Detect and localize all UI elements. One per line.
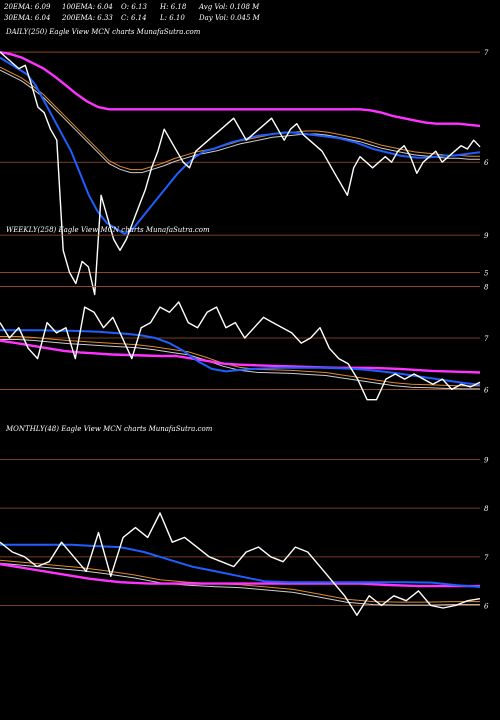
- stat-30ema: 30EMA: 6.04: [4, 14, 51, 22]
- monthly-chart-title: MONTHLY(48) Eagle View MCN charts Munafa…: [6, 425, 213, 433]
- daily-ema-mid-line-1: [0, 69, 480, 174]
- stat-100ema: 100EMA: 6.04: [62, 3, 113, 11]
- daily-y-tick-label-2: 5: [484, 269, 489, 277]
- daily-ema-slow-line: [0, 50, 481, 128]
- stat-day-vol: Day Vol: 0.045 M: [199, 14, 260, 22]
- weekly-y-tick-label-1: 8: [484, 284, 489, 292]
- monthly-ema-slow-line: [0, 562, 480, 588]
- weekly-y-tick-label-0: 9: [484, 232, 489, 240]
- stat-20ema: 20EMA: 6.09: [4, 3, 51, 11]
- stat-close: C: 6.14: [121, 14, 147, 22]
- daily-y-tick-label-1: 6: [484, 159, 489, 167]
- stat-200ema: 200EMA: 6.33: [62, 14, 113, 22]
- monthly-price-line: [0, 512, 481, 616]
- monthly-ema-mid-line-1: [0, 562, 480, 606]
- monthly-ema-fast-line: [0, 543, 481, 588]
- monthly-y-tick-label-1: 8: [484, 505, 489, 513]
- monthly-y-tick-label-3: 6: [484, 603, 489, 611]
- monthly-y-tick-label-0: 9: [484, 456, 489, 464]
- weekly-y-tick-label-2: 7: [484, 335, 489, 343]
- daily-ema-fast-line: [0, 56, 481, 235]
- daily-chart-title: DAILY(250) Eagle View MCN charts MunafaS…: [6, 28, 201, 36]
- daily-y-tick-label-0: 7: [484, 49, 489, 57]
- weekly-ema-mid-line-0: [0, 336, 480, 387]
- weekly-chart-title: WEEKLY(258) Eagle View MCN charts Munafa…: [6, 226, 210, 234]
- stat-high: H: 6.18: [160, 3, 187, 11]
- weekly-y-tick-label-3: 6: [484, 386, 489, 394]
- weekly-ema-slow-line: [0, 339, 481, 374]
- daily-price-line: [0, 51, 481, 296]
- stat-avg-vol: Avg Vol: 0.108 M: [199, 3, 260, 11]
- stat-open: O: 6.13: [121, 3, 147, 11]
- weekly-price-line: [0, 301, 481, 401]
- stat-low: L: 6.10: [160, 14, 185, 22]
- monthly-y-tick-label-2: 7: [484, 554, 489, 562]
